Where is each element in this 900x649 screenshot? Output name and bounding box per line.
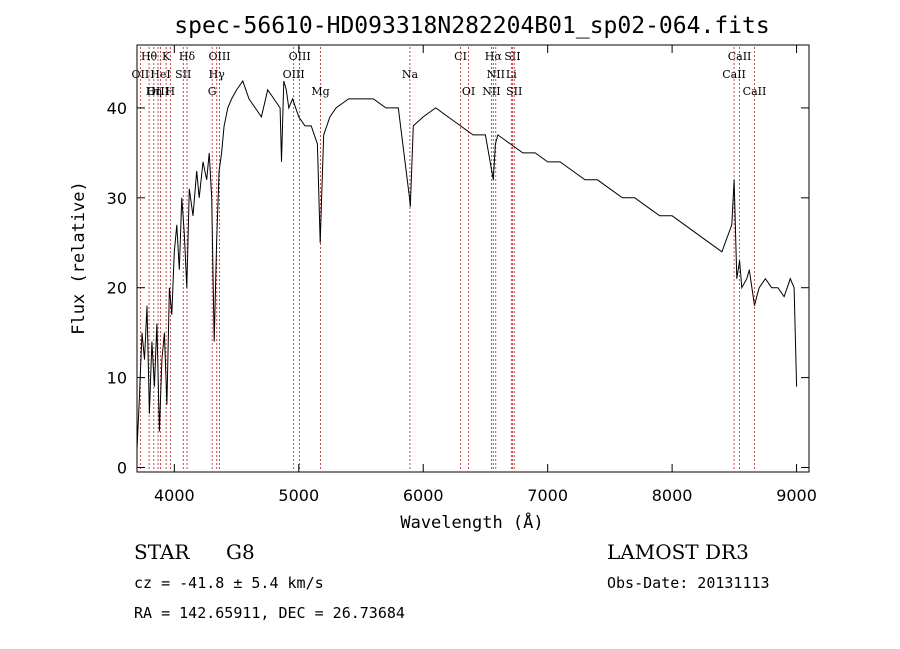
line-marker-label: SII bbox=[175, 68, 191, 81]
y-tick-label: 10 bbox=[107, 369, 127, 388]
x-tick-label: 5000 bbox=[278, 486, 319, 505]
x-axis-label: Wavelength (Å) bbox=[400, 511, 543, 533]
y-tick-label: 40 bbox=[107, 99, 127, 118]
y-tick-label: 20 bbox=[107, 279, 127, 298]
line-marker-label: HeI bbox=[150, 68, 170, 81]
line-marker-label: NII bbox=[487, 68, 505, 81]
line-marker-label: SII bbox=[506, 85, 522, 98]
spectrum-line bbox=[136, 79, 798, 450]
line-marker-label: OIII bbox=[147, 85, 169, 98]
line-marker-label: Hη bbox=[146, 85, 162, 98]
redshift-text: cz = -41.8 ± 5.4 km/s bbox=[134, 574, 324, 592]
line-marker-label: SII bbox=[504, 50, 520, 63]
line-marker-label: OII bbox=[132, 68, 150, 81]
line-marker-label: CI bbox=[454, 50, 467, 63]
y-tick-label: 30 bbox=[107, 189, 127, 208]
line-marker-label: Hθ bbox=[141, 50, 158, 63]
line-marker-label: CaII bbox=[722, 68, 746, 81]
object-subclass: G8 bbox=[226, 540, 255, 564]
object-class: STAR bbox=[134, 540, 190, 564]
line-marker-label: Hα bbox=[485, 50, 503, 63]
line-marker-label: CaII bbox=[743, 85, 767, 98]
line-marker-label: OI bbox=[462, 85, 475, 98]
line-marker-label: H bbox=[166, 85, 176, 98]
line-marker-label: Na bbox=[402, 68, 419, 81]
survey-name: LAMOST DR3 bbox=[607, 540, 749, 564]
line-marker-label: Hδ bbox=[179, 50, 196, 63]
line-marker-label: Mg bbox=[311, 85, 329, 98]
x-axis-ticks: 4000 5000 6000 7000 8000 9000 bbox=[154, 45, 817, 505]
line-marker-label: Hγ bbox=[209, 68, 226, 81]
line-marker-label: G bbox=[208, 85, 217, 98]
line-marker-label: OIII bbox=[208, 50, 230, 63]
y-tick-label: 0 bbox=[117, 459, 127, 478]
line-marker-label: Li bbox=[506, 68, 517, 81]
x-tick-label: 7000 bbox=[527, 486, 568, 505]
line-marker-label: NII bbox=[482, 85, 500, 98]
x-tick-label: 9000 bbox=[776, 486, 817, 505]
chart-title: spec-56610-HD093318N282204B01_sp02-064.f… bbox=[174, 13, 769, 39]
line-marker-label: K bbox=[162, 50, 171, 63]
plot-frame bbox=[136, 44, 810, 473]
y-axis-ticks: 0 10 20 30 40 bbox=[107, 99, 809, 478]
line-marker-label: OIII bbox=[283, 68, 305, 81]
y-axis-label: Flux (relative) bbox=[69, 181, 89, 335]
x-tick-label: 6000 bbox=[403, 486, 444, 505]
x-tick-label: 8000 bbox=[652, 486, 693, 505]
line-marker-label: CaII bbox=[728, 50, 752, 63]
x-tick-label: 4000 bbox=[154, 486, 195, 505]
coordinates: RA = 142.65911, DEC = 26.73684 bbox=[134, 604, 405, 622]
obs-date: Obs-Date: 20131113 bbox=[607, 574, 770, 592]
line-marker-label: OIII bbox=[289, 50, 311, 63]
